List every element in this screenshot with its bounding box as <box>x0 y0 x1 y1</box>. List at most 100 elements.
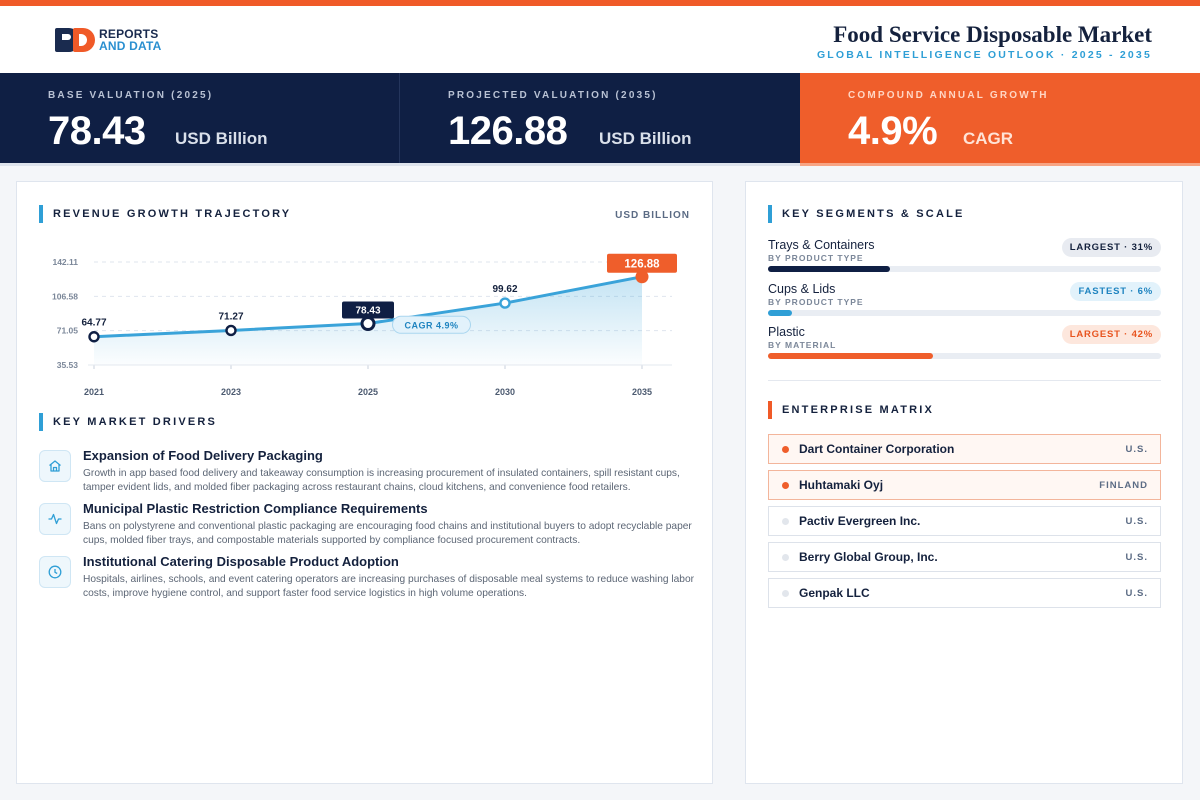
enterprise-section-title: ENTERPRISE MATRIX <box>768 401 934 419</box>
segments-card: KEY SEGMENTS & SCALE Trays & Containers … <box>745 181 1183 784</box>
logo-mark-icon <box>55 28 97 52</box>
section-title-text: KEY SEGMENTS & SCALE <box>782 208 965 220</box>
cagr-annotation: CAGR 4.9% <box>404 320 458 330</box>
x-tick-label: 2021 <box>84 387 104 397</box>
enterprise-name: Genpak LLC <box>799 586 870 600</box>
kpi-unit: USD Billion <box>599 129 692 148</box>
segment-progress-fill <box>768 266 890 272</box>
kpi-underline <box>0 163 1200 166</box>
chart-unit-label: USD BILLION <box>615 210 690 221</box>
top-accent-bar <box>0 0 1200 6</box>
page-title: Food Service Disposable Market <box>833 22 1152 47</box>
enterprise-row[interactable]: Pactiv Evergreen Inc. U.S. <box>768 506 1161 536</box>
kpi-unit: CAGR <box>963 129 1014 148</box>
data-label: 99.62 <box>492 284 517 295</box>
revenue-chart-svg: 142.11 106.58 71.05 35.53 CAGR 4.9% 64.77 2021… <box>52 253 677 397</box>
driver-title: Expansion of Food Delivery Packaging <box>83 448 323 463</box>
segment-badge: FASTEST · 6% <box>1070 282 1161 301</box>
x-tick-label: 2023 <box>221 387 241 397</box>
data-point <box>635 270 649 284</box>
segments-section-title: KEY SEGMENTS & SCALE <box>768 205 965 223</box>
driver-title: Municipal Plastic Restriction Compliance… <box>83 501 428 516</box>
cagr-annotation-pill <box>392 315 471 334</box>
driver-title: Institutional Catering Disposable Produc… <box>83 554 399 569</box>
kpi-base-valuation: BASE VALUATION (2025) 78.43 USD Billion <box>0 73 400 163</box>
logo-line-1: REPORTS <box>99 27 159 41</box>
segment-category: BY PRODUCT TYPE <box>768 297 864 307</box>
segment-name: Plastic <box>768 325 805 339</box>
y-tick-label: 35.53 <box>57 360 79 370</box>
area-fill <box>94 276 642 365</box>
section-accent-bar <box>39 413 43 431</box>
x-tick-label: 2030 <box>495 387 515 397</box>
status-dot-icon <box>782 517 789 525</box>
kpi-cagr: COMPOUND ANNUAL GROWTH 4.9% CAGR <box>800 73 1200 163</box>
enterprise-name: Dart Container Corporation <box>799 442 955 456</box>
kpi-unit: USD Billion <box>175 129 268 148</box>
segment-category: BY MATERIAL <box>768 340 837 350</box>
kpi-label: COMPOUND ANNUAL GROWTH <box>848 90 1049 101</box>
header: REPORTS AND DATA Food Service Disposable… <box>0 6 1200 73</box>
segment-progress-track <box>768 310 1161 316</box>
status-dot-icon <box>782 589 789 597</box>
enterprise-row[interactable]: Huhtamaki Oyj FINLAND <box>768 470 1161 500</box>
status-dot-icon <box>782 481 789 489</box>
segment-name: Cups & Lids <box>768 282 836 296</box>
segment-badge: LARGEST · 31% <box>1061 238 1161 257</box>
data-label: 71.27 <box>218 311 243 322</box>
kpi-value: 4.9% <box>848 109 938 153</box>
activity-icon <box>39 503 71 535</box>
revenue-card: REVENUE GROWTH TRAJECTORY USD BILLION 14… <box>16 181 713 784</box>
driver-description: Hospitals, airlines, schools, and event … <box>83 574 695 599</box>
enterprise-row[interactable]: Berry Global Group, Inc. U.S. <box>768 542 1161 572</box>
enterprise-row[interactable]: Genpak LLC U.S. <box>768 578 1161 608</box>
data-label-box <box>342 301 394 319</box>
data-point <box>360 316 376 332</box>
enterprise-country: U.S. <box>1125 587 1148 599</box>
segment-progress-fill <box>768 353 934 359</box>
drivers-section-title: KEY MARKET DRIVERS <box>39 413 217 431</box>
driver-description: Growth in app based food delivery and ta… <box>83 468 680 493</box>
segment-progress-track <box>768 353 1161 359</box>
data-point <box>499 297 511 309</box>
segment-progress-track <box>768 266 1161 272</box>
clock-icon <box>39 556 71 588</box>
home-icon <box>39 450 71 482</box>
kpi-label: PROJECTED VALUATION (2035) <box>448 90 658 101</box>
enterprise-name: Huhtamaki Oyj <box>799 478 884 492</box>
section-accent-bar <box>768 205 772 223</box>
kpi-projected-valuation: PROJECTED VALUATION (2035) 126.88 USD Bi… <box>400 73 800 163</box>
segment-category: BY PRODUCT TYPE <box>768 253 864 263</box>
driver-description: Bans on polystyrene and conventional pla… <box>83 521 692 546</box>
data-point <box>225 324 237 337</box>
enterprise-row[interactable]: Dart Container Corporation U.S. <box>768 434 1161 464</box>
enterprise-country: U.S. <box>1125 515 1148 527</box>
data-label: 64.77 <box>81 318 106 329</box>
data-label-box <box>607 253 677 273</box>
kpi-row: BASE VALUATION (2025) 78.43 USD Billion … <box>0 73 1200 163</box>
enterprise-name: Berry Global Group, Inc. <box>799 550 938 564</box>
revenue-chart: 142.11 106.58 71.05 35.53 CAGR 4.9% 64.77 2021… <box>17 242 714 402</box>
y-tick-label: 106.58 <box>52 291 78 301</box>
kpi-label: BASE VALUATION (2025) <box>48 90 214 101</box>
section-accent-bar <box>39 205 43 223</box>
revenue-section-title: REVENUE GROWTH TRAJECTORY <box>39 205 291 223</box>
kpi-value: 78.43 <box>48 109 146 153</box>
data-label: 78.43 <box>355 306 380 317</box>
enterprise-country: U.S. <box>1125 443 1148 455</box>
y-tick-label: 142.11 <box>52 257 78 267</box>
section-accent-bar <box>768 401 772 419</box>
page-subtitle: GLOBAL INTELLIGENCE OUTLOOK · 2025 - 203… <box>816 49 1152 61</box>
segment-progress-fill <box>768 310 792 316</box>
data-point <box>88 331 100 343</box>
enterprise-name: Pactiv Evergreen Inc. <box>799 514 921 528</box>
section-title-text: ENTERPRISE MATRIX <box>782 404 935 416</box>
x-tick-label: 2025 <box>358 387 378 397</box>
enterprise-country: FINLAND <box>1099 479 1148 491</box>
logo-line-2: AND DATA <box>99 39 162 53</box>
divider <box>768 380 1161 381</box>
x-tick-label: 2035 <box>632 387 652 397</box>
section-title-text: REVENUE GROWTH TRAJECTORY <box>53 208 292 220</box>
enterprise-country: U.S. <box>1125 551 1148 563</box>
logo-text: REPORTS AND DATA <box>99 28 161 52</box>
